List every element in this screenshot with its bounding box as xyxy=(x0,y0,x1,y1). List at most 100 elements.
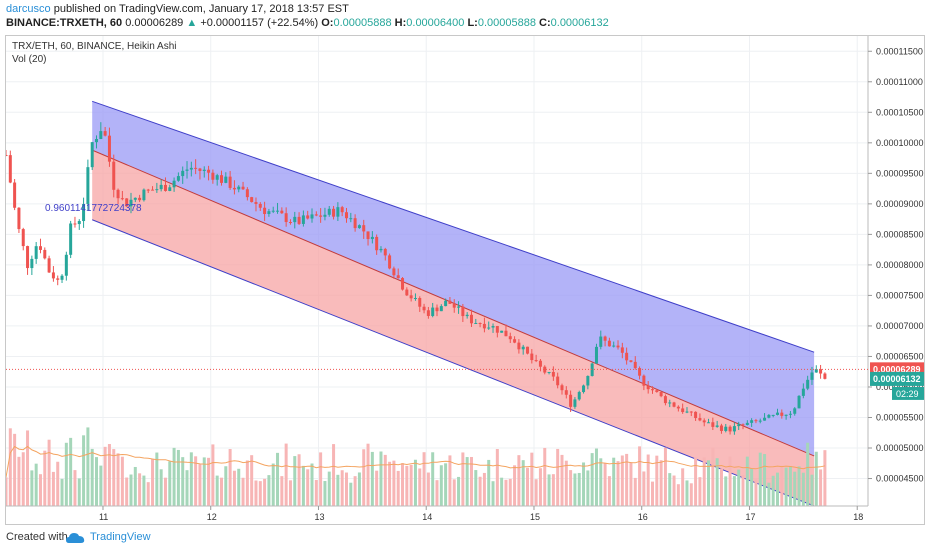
regression-channel[interactable] xyxy=(92,100,815,507)
volume-bar xyxy=(38,474,42,506)
candle-body xyxy=(220,175,223,183)
volume-bar xyxy=(383,454,387,506)
publish-line: darcusco published on TradingView.com, J… xyxy=(6,3,349,15)
candle-body xyxy=(194,167,198,169)
candle-body xyxy=(38,246,42,250)
candle-body xyxy=(95,139,99,143)
volume-bar xyxy=(189,452,193,506)
candle-body xyxy=(538,360,542,367)
volume-bar xyxy=(284,443,288,506)
volume-bar xyxy=(474,470,478,506)
volume-bar xyxy=(517,455,521,506)
candle-body xyxy=(685,411,689,413)
volume-bar xyxy=(120,456,124,506)
candle-body xyxy=(715,425,719,427)
time-axis[interactable]: 11 12 13 14 15 16 17 18 xyxy=(6,505,868,522)
price-tick-label: 0.00008500 xyxy=(876,229,924,239)
chart-svg[interactable]: 0.000045000.000050000.000055000.00006000… xyxy=(4,36,924,524)
volume-bar xyxy=(814,451,818,506)
volume-bar xyxy=(659,460,663,506)
candle-body xyxy=(405,289,409,296)
volume-bar xyxy=(207,457,211,506)
candle-body xyxy=(741,424,745,426)
candle-body xyxy=(655,390,659,393)
volume-bar xyxy=(694,457,698,506)
price-tick-label: 0.00005500 xyxy=(876,412,924,422)
volume-bar xyxy=(439,465,443,506)
volume-bar xyxy=(90,448,94,506)
candle-body xyxy=(702,420,706,423)
last-price-value: 0.00006289 xyxy=(873,364,921,374)
candle-body xyxy=(340,207,344,213)
volume-bar xyxy=(741,475,745,506)
candle-body xyxy=(724,426,728,431)
volume-bar xyxy=(771,475,775,506)
volume-bar xyxy=(754,479,758,506)
candle-body xyxy=(151,189,155,191)
volume-bar xyxy=(564,460,568,506)
volume-bar xyxy=(112,449,116,506)
author-link[interactable]: darcusco xyxy=(6,3,51,15)
candle-body xyxy=(129,199,133,207)
volume-bar xyxy=(306,469,310,506)
price-axis[interactable]: 0.000045000.000050000.000055000.00006000… xyxy=(867,36,924,506)
candle-body xyxy=(526,346,530,354)
candle-body xyxy=(474,322,478,324)
candle-body xyxy=(288,222,292,224)
candle-body xyxy=(582,385,586,393)
candle-body xyxy=(780,412,784,416)
candle-body xyxy=(51,272,55,279)
candle-body xyxy=(64,254,68,276)
candle-body xyxy=(638,368,642,376)
candle-body xyxy=(306,215,310,219)
candle-body xyxy=(487,327,491,329)
volume-bar xyxy=(263,478,267,506)
low-value: 0.00005888 xyxy=(477,17,536,29)
candle-body xyxy=(125,198,129,207)
volume-bar xyxy=(103,446,107,506)
volume-bar xyxy=(711,447,715,506)
chart-area[interactable]: 0.000045000.000050000.000055000.00006000… xyxy=(4,35,925,525)
candle-body xyxy=(133,197,137,200)
candle-body xyxy=(482,323,486,329)
candle-body xyxy=(142,189,146,201)
candle-body xyxy=(163,184,167,191)
tradingview-link[interactable]: TradingView xyxy=(90,531,151,543)
volume-bar xyxy=(327,471,331,506)
time-tick-label: 18 xyxy=(853,512,863,522)
candle-body xyxy=(301,215,305,224)
volume-bar xyxy=(30,470,34,506)
candle-body xyxy=(353,218,357,229)
volume-bar xyxy=(719,468,723,506)
candle-body xyxy=(620,347,624,353)
candle-body xyxy=(258,203,262,208)
volume-bar xyxy=(271,463,275,506)
symbol-label: BINANCE:TRXETH, 60 xyxy=(6,17,123,29)
candle-body xyxy=(681,408,685,413)
candle-body xyxy=(651,389,654,391)
price-tick-label: 0.00009000 xyxy=(876,199,924,209)
candle-body xyxy=(577,392,581,400)
candle-body xyxy=(237,186,241,190)
volume-bar xyxy=(750,468,754,506)
volume-bar xyxy=(707,460,711,506)
volume-bar xyxy=(633,477,637,506)
volume-bar xyxy=(538,468,542,506)
volume-bar xyxy=(310,463,314,506)
volume-bar xyxy=(530,452,534,506)
volume-bar xyxy=(629,462,633,506)
volume-bar xyxy=(168,461,172,506)
candle-body xyxy=(297,216,301,224)
candle-body xyxy=(314,214,318,216)
change-arrow: ▲ xyxy=(186,17,198,29)
volume-bar xyxy=(521,460,525,506)
countdown-value: 02:29 xyxy=(896,389,919,399)
volume-bar xyxy=(133,466,137,506)
candle-body xyxy=(469,314,473,324)
price-tick-label: 0.00008000 xyxy=(876,260,924,270)
volume-bar xyxy=(69,437,73,506)
candle-body xyxy=(198,168,202,171)
last-price: 0.00006289 xyxy=(125,17,184,29)
time-tick-label: 15 xyxy=(530,512,540,522)
